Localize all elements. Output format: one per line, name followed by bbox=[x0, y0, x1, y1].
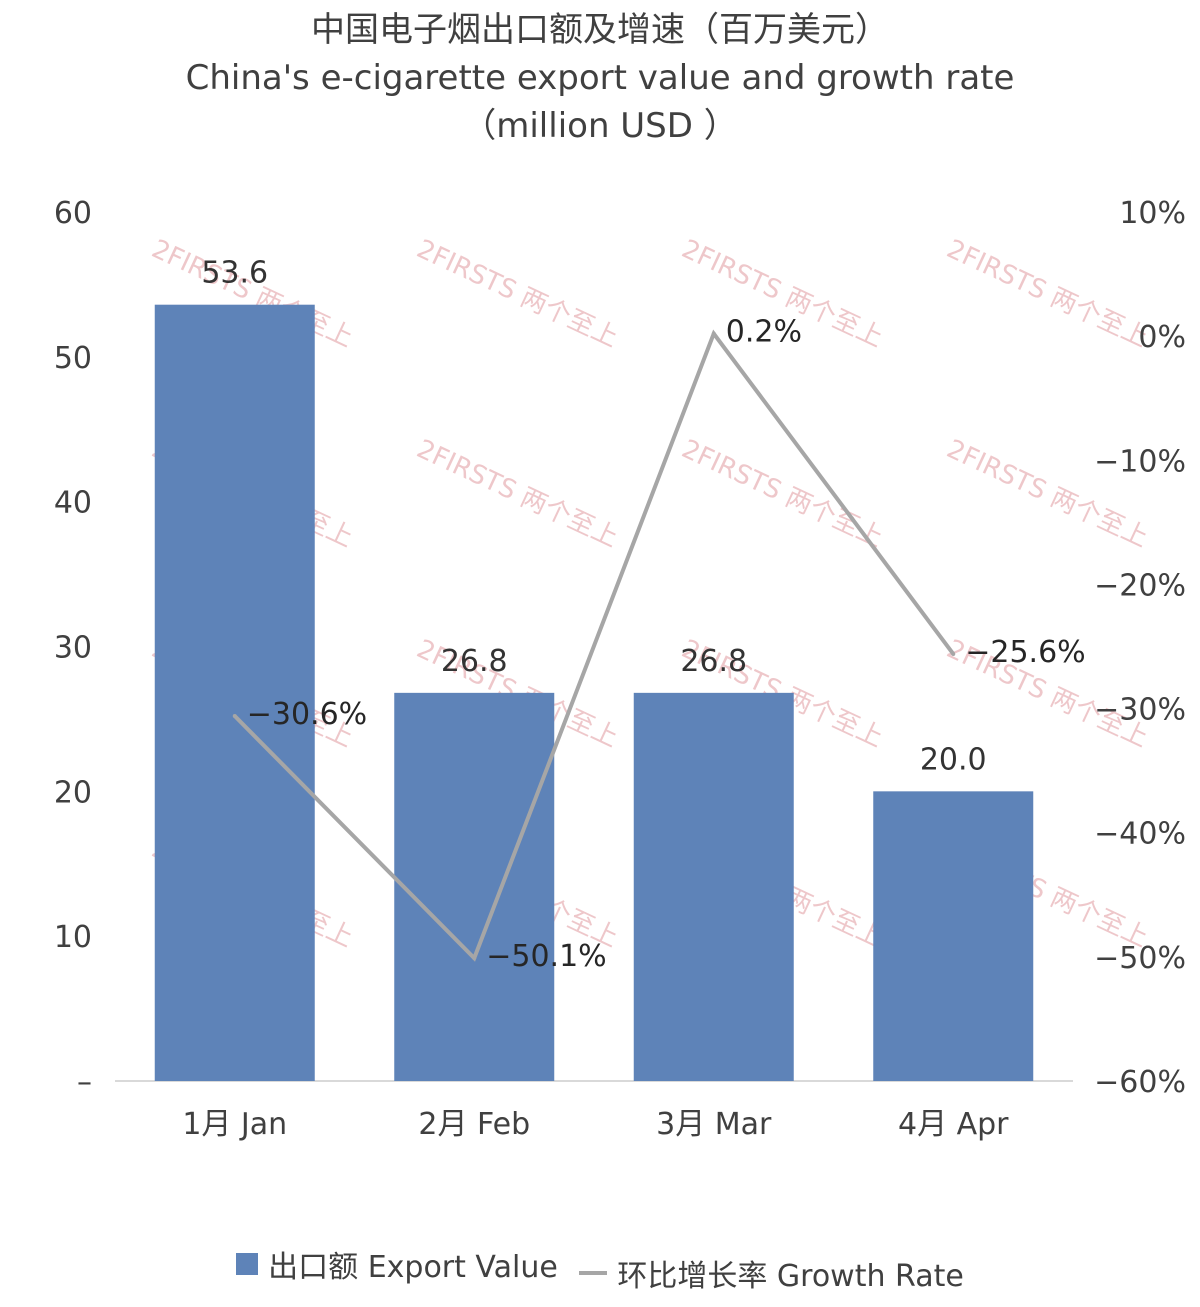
growth-point-2 bbox=[711, 331, 716, 336]
right-tick-6: 0% bbox=[1138, 320, 1186, 355]
left-tick-2: 20 bbox=[54, 775, 92, 810]
left-tick-1: 10 bbox=[54, 920, 92, 955]
right-tick-4: −20% bbox=[1094, 568, 1186, 603]
chart-title: 中国电子烟出口额及增速（百万美元） China's e-cigarette ex… bbox=[0, 6, 1200, 150]
legend-label-export-value: 出口额 Export Value bbox=[268, 1250, 558, 1285]
legend-item-export-value: 出口额 Export Value bbox=[236, 1242, 558, 1286]
bar-data-labels: 53.6 26.8 26.8 20.0 bbox=[201, 256, 986, 778]
svg-text:2FIRSTS 两个至上: 2FIRSTS 两个至上 bbox=[412, 234, 623, 353]
right-tick-7: 10% bbox=[1119, 196, 1186, 231]
bar-series bbox=[154, 304, 1034, 1081]
right-tick-3: −30% bbox=[1094, 693, 1186, 728]
right-tick-1: −50% bbox=[1094, 941, 1186, 976]
legend-item-growth-rate: 环比增长率 Growth Rate bbox=[579, 1251, 964, 1295]
x-tick-1: 2月 Feb bbox=[418, 1107, 530, 1142]
left-tick-0: – bbox=[77, 1065, 92, 1100]
growth-label-1: −50.1% bbox=[486, 939, 606, 974]
left-tick-4: 40 bbox=[54, 486, 92, 521]
growth-line-series bbox=[232, 329, 956, 962]
legend-swatch-line bbox=[579, 1271, 608, 1275]
watermark-0-1: 2FIRSTS 两个至上 bbox=[412, 234, 623, 353]
growth-point-0 bbox=[232, 714, 237, 719]
legend-swatch-bar bbox=[236, 1253, 259, 1275]
growth-label-2: 0.2% bbox=[726, 315, 802, 350]
growth-line bbox=[233, 329, 955, 962]
x-axis-tick-labels: 1月 Jan 2月 Feb 3月 Mar 4月 Apr bbox=[182, 1107, 1009, 1142]
left-tick-3: 30 bbox=[54, 631, 92, 666]
left-axis-tick-labels: – 10 20 30 40 50 60 bbox=[54, 196, 92, 1100]
watermark-1-2: 2FIRSTS 两个至上 bbox=[677, 434, 888, 553]
growth-data-labels: −30.6% −50.1% 0.2% −25.6% bbox=[247, 315, 1086, 974]
svg-text:2FIRSTS 两个至上: 2FIRSTS 两个至上 bbox=[412, 434, 623, 553]
growth-point-3 bbox=[951, 651, 956, 656]
legend-label-growth-rate: 环比增长率 Growth Rate bbox=[617, 1259, 964, 1294]
bar-label-0: 53.6 bbox=[201, 256, 268, 291]
right-tick-0: −60% bbox=[1094, 1065, 1186, 1100]
bar-3 bbox=[873, 791, 1034, 1081]
left-tick-6: 60 bbox=[54, 196, 92, 231]
right-tick-2: −40% bbox=[1094, 817, 1186, 852]
chart-title-zh: 中国电子烟出口额及增速（百万美元） bbox=[311, 10, 889, 50]
bar-1 bbox=[394, 692, 555, 1081]
bar-0 bbox=[154, 304, 315, 1081]
bar-label-2: 26.8 bbox=[680, 644, 747, 679]
bar-label-3: 20.0 bbox=[920, 742, 987, 777]
growth-point-1 bbox=[472, 956, 477, 961]
svg-text:2FIRSTS 两个至上: 2FIRSTS 两个至上 bbox=[942, 234, 1153, 353]
growth-label-3: −25.6% bbox=[965, 635, 1085, 670]
right-axis-tick-labels: −60% −50% −40% −30% −20% −10% 0% 10% bbox=[1094, 196, 1186, 1100]
x-tick-3: 4月 Apr bbox=[898, 1107, 1009, 1142]
left-tick-5: 50 bbox=[54, 341, 92, 376]
bar-2 bbox=[633, 692, 794, 1081]
watermark-0-3: 2FIRSTS 两个至上 bbox=[942, 234, 1153, 353]
svg-text:2FIRSTS 两个至上: 2FIRSTS 两个至上 bbox=[677, 434, 888, 553]
x-tick-2: 3月 Mar bbox=[656, 1107, 772, 1142]
right-tick-5: −10% bbox=[1094, 444, 1186, 479]
chart-legend: 出口额 Export Value 环比增长率 Growth Rate bbox=[0, 1242, 1200, 1295]
bar-label-1: 26.8 bbox=[441, 644, 508, 679]
chart-title-unit: （million USD ） bbox=[462, 106, 738, 146]
watermark-1-1: 2FIRSTS 两个至上 bbox=[412, 434, 623, 553]
growth-label-0: −30.6% bbox=[247, 697, 367, 732]
chart-title-en: China's e-cigarette export value and gro… bbox=[185, 58, 1015, 98]
x-tick-0: 1月 Jan bbox=[182, 1107, 287, 1142]
